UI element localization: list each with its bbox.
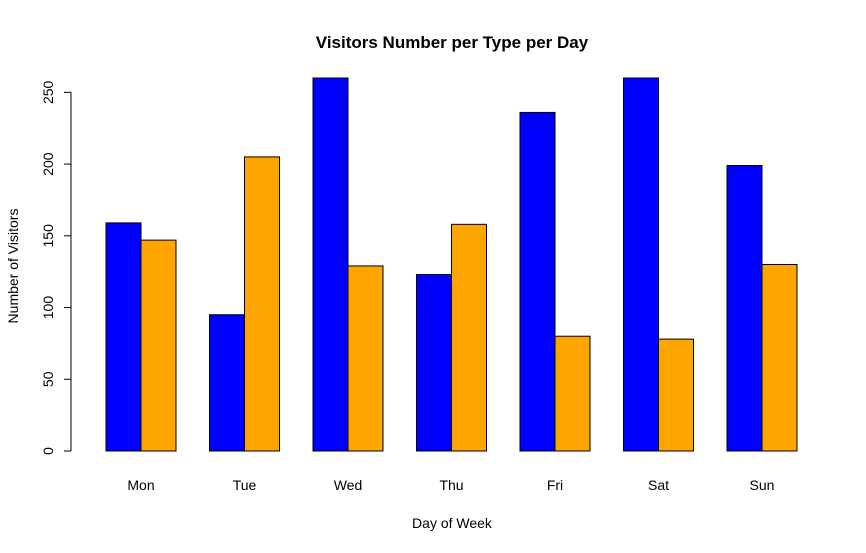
bar-mon-series1 (105, 222, 142, 452)
bar-fri-series2 (554, 335, 591, 452)
x-tick-label-sat: Sat (648, 477, 669, 493)
y-tick-label: 100 (40, 296, 56, 320)
chart-title: Visitors Number per Type per Day (316, 33, 589, 52)
bar-sun-series2 (761, 264, 798, 452)
bar-sun-series1 (726, 165, 763, 452)
x-tick-label-thu: Thu (439, 477, 463, 493)
bar-thu-series1 (416, 274, 452, 452)
x-tick-label-fri: Fri (547, 477, 563, 493)
y-tick-label: 250 (40, 80, 56, 104)
y-axis-label: Number of Visitors (5, 209, 21, 324)
bar-thu-series2 (451, 223, 487, 452)
bar-tue-series1 (209, 314, 245, 452)
y-tick-label: 200 (40, 152, 56, 176)
bar-wed-series2 (347, 265, 384, 452)
bar-mon-series2 (140, 239, 177, 452)
x-tick-label-tue: Tue (233, 477, 257, 493)
x-tick-label-mon: Mon (127, 477, 154, 493)
y-tick-label: 150 (40, 224, 56, 248)
x-tick-label-sun: Sun (750, 477, 775, 493)
y-axis: 0 50 100 150 200 250 (40, 80, 72, 455)
x-axis-label: Day of Week (412, 515, 493, 531)
x-tick-label-wed: Wed (334, 477, 363, 493)
x-tick-labels: Mon Tue Wed Thu Fri Sat Sun (127, 477, 774, 493)
bar-sat-series1 (623, 77, 659, 452)
bar-fri-series1 (519, 111, 556, 452)
bar-wed-series1 (312, 77, 349, 452)
y-tick-label: 50 (40, 371, 56, 387)
bar-sat-series2 (658, 338, 694, 452)
bar-tue-series2 (244, 156, 280, 452)
bars-group (105, 77, 798, 452)
y-tick-label: 0 (40, 447, 56, 455)
